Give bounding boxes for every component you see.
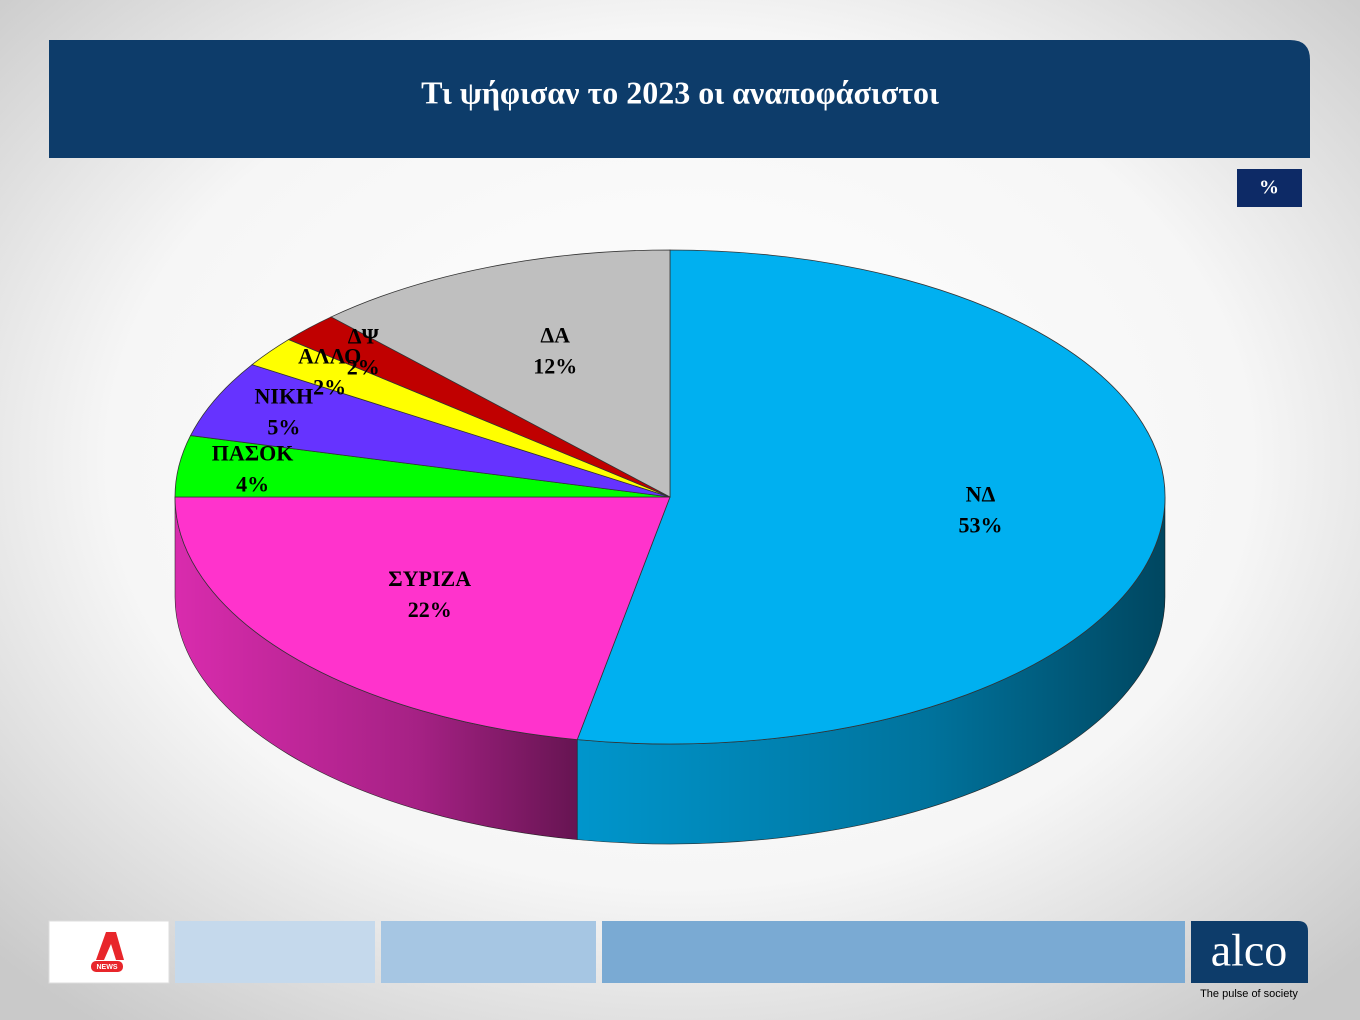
slice-label: ΝΔ bbox=[966, 482, 996, 507]
slice-label: ΔΨ bbox=[348, 323, 380, 348]
chart-title: Τι ψήφισαν το 2023 οι αναποφάσιστοι bbox=[421, 74, 939, 110]
slice-value: 5% bbox=[267, 415, 300, 440]
pie: ΝΔ53%ΣΥΡΙΖΑ22%ΠΑΣΟΚ4%ΝΙΚΗ5%ΑΛΛΟ2%ΔΨ2%ΔΑ1… bbox=[174, 249, 1166, 845]
tagline: The pulse of society bbox=[1200, 988, 1298, 1000]
slice bbox=[576, 249, 1166, 745]
logo-pill bbox=[91, 961, 123, 972]
logo-text: NEWS bbox=[97, 964, 118, 971]
logo-box bbox=[48, 920, 170, 984]
header-bar bbox=[49, 40, 1310, 158]
slice-value: 4% bbox=[236, 472, 269, 497]
unit-badge bbox=[1237, 169, 1302, 207]
slice bbox=[330, 249, 671, 498]
slice-label: ΑΛΛΟ bbox=[298, 344, 361, 369]
slice bbox=[189, 364, 671, 498]
slice-value: 12% bbox=[533, 353, 577, 378]
slice-value: 2% bbox=[347, 354, 380, 379]
slice-value: 22% bbox=[408, 597, 452, 622]
footer-band bbox=[175, 921, 375, 983]
footer-band bbox=[602, 921, 1185, 983]
slice-side-shade bbox=[175, 497, 578, 840]
logo-mark bbox=[96, 932, 124, 960]
slice-label: ΣΥΡΙΖΑ bbox=[388, 566, 471, 591]
slice bbox=[174, 496, 671, 741]
slice-value: 53% bbox=[958, 513, 1002, 538]
slice-side-shade bbox=[577, 497, 1165, 844]
slice-value: 2% bbox=[313, 375, 346, 400]
footer-band bbox=[381, 921, 596, 983]
slice-label: ΝΙΚΗ bbox=[255, 384, 314, 409]
slice-label: ΔΑ bbox=[540, 322, 570, 347]
slice-label: ΠΑΣΟΚ bbox=[212, 441, 294, 466]
brand-box bbox=[1191, 921, 1308, 983]
unit-badge-text: % bbox=[1259, 177, 1279, 199]
brand: alco bbox=[1211, 925, 1288, 976]
